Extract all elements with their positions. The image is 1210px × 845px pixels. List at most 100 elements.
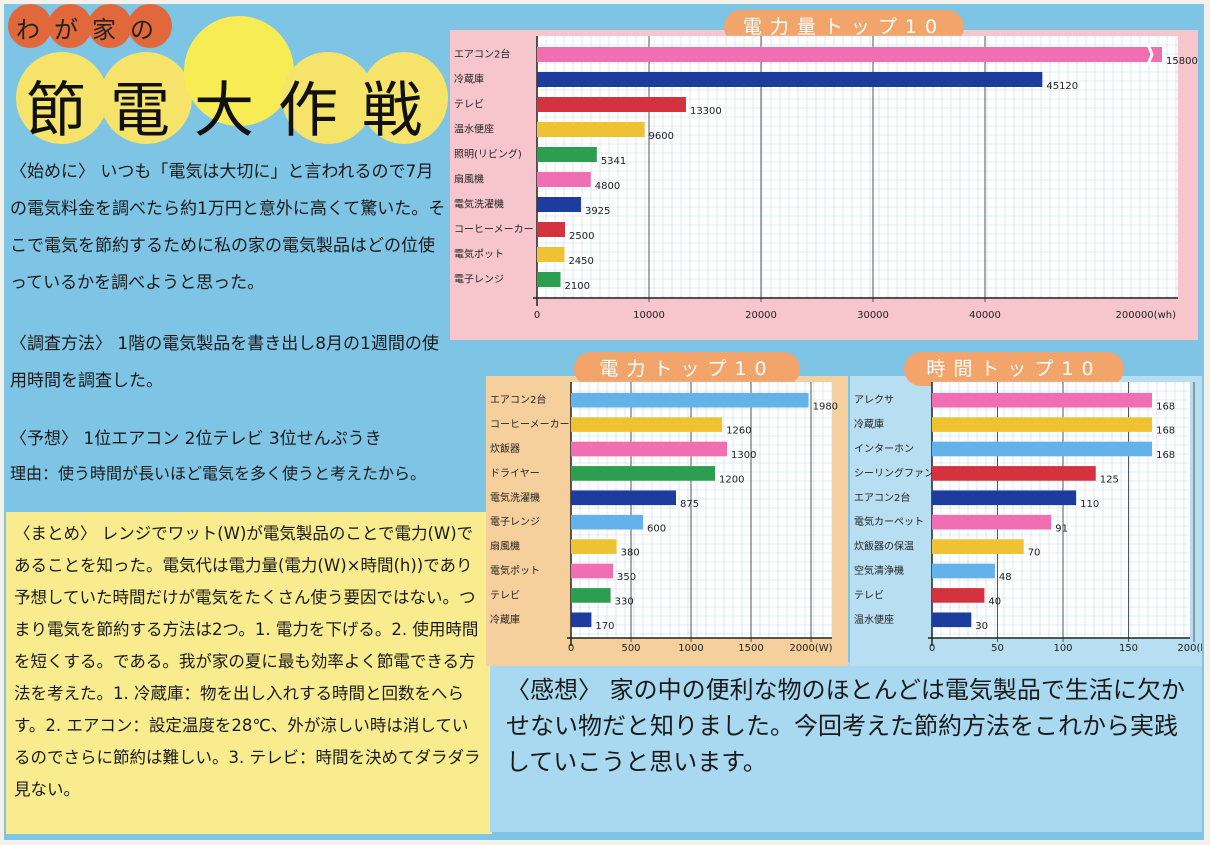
x-tick-label: 100 — [1053, 643, 1072, 654]
category-label: 冷蔵庫 — [454, 73, 484, 86]
bar — [932, 417, 1152, 432]
bar — [571, 466, 715, 481]
category-label: インターホン — [854, 443, 914, 455]
category-label: コーヒーメーカー — [454, 224, 534, 236]
impression: 〈感想〉 家の中の便利な物のほとんどは電気製品で生活に欠かせない物だと知りました… — [490, 662, 1202, 832]
x-tick-label: 150 — [1119, 643, 1138, 654]
bar — [537, 222, 565, 237]
value-label: 330 — [615, 597, 634, 608]
bar — [571, 564, 613, 579]
value-label: 1200 — [719, 475, 744, 486]
subtitle: わが家の — [16, 10, 168, 45]
category-label: 温水便座 — [454, 123, 494, 136]
bar — [537, 272, 561, 287]
value-label: 168 — [1156, 401, 1175, 412]
bar — [571, 612, 591, 627]
category-label: エアコン2台 — [490, 393, 546, 406]
chart: 050100150200(h)アレクサ168冷蔵庫168インターホン168シーリ… — [850, 376, 1202, 666]
bar — [932, 588, 984, 603]
category-label: テレビ — [854, 589, 884, 601]
category-label: 電気洗濯機 — [490, 491, 540, 504]
bar — [537, 197, 581, 212]
category-label: 冷蔵庫 — [490, 613, 520, 626]
category-label: 電気洗濯機 — [454, 198, 504, 211]
value-label: 45120 — [1046, 81, 1078, 92]
x-tick-label: 20000 — [745, 310, 777, 321]
value-label: 350 — [617, 572, 636, 583]
x-tick-label: 200(h) — [1177, 643, 1202, 654]
category-label: 電気カーペット — [854, 515, 924, 528]
value-label: 158000 — [1166, 56, 1198, 67]
x-tick-label: 50 — [991, 643, 1004, 654]
value-label: 9600 — [649, 131, 674, 142]
bar — [932, 539, 1024, 554]
value-label: 170 — [595, 621, 614, 632]
value-label: 168 — [1156, 426, 1175, 437]
value-label: 4800 — [595, 181, 620, 192]
value-label: 380 — [621, 548, 640, 559]
value-label: 875 — [680, 499, 699, 510]
value-label: 1980 — [813, 401, 838, 412]
category-label: 照明(リビング) — [454, 148, 522, 161]
category-label: エアコン2台 — [854, 491, 910, 504]
category-label: 炊飯器の保温 — [854, 540, 914, 553]
bar — [537, 72, 1042, 87]
category-label: 炊飯器 — [490, 442, 520, 455]
reason: 理由：使う時間が長いほど電気を多く使うと考えたから。 — [10, 460, 480, 484]
bar — [571, 417, 722, 432]
bar — [571, 393, 809, 408]
value-label: 2450 — [568, 256, 593, 267]
bar — [571, 539, 617, 554]
bar — [571, 588, 611, 603]
bar — [932, 564, 995, 579]
bar — [537, 97, 686, 112]
value-label: 2100 — [565, 281, 590, 292]
category-label: シーリングファン — [854, 466, 934, 479]
value-label: 13300 — [690, 106, 722, 117]
prediction: 〈予想〉 1位エアコン 2位テレビ 3位せんぷうき — [10, 424, 480, 449]
x-tick-label: 40000 — [969, 310, 1001, 321]
x-tick-label: 1000 — [678, 643, 703, 654]
intro: 〈始めに〉 いつも「電気は大切に」と言われるので7月の電気料金を調べたら約1万円… — [10, 154, 446, 302]
x-tick-label: 0 — [534, 310, 540, 321]
value-label: 48 — [999, 572, 1012, 583]
bar — [932, 442, 1152, 457]
axis-break-label: 200000(wh) — [1116, 310, 1177, 321]
category-label: 扇風機 — [490, 540, 520, 553]
value-label: 30 — [975, 621, 988, 632]
bar — [571, 490, 676, 505]
category-label: エアコン2台 — [454, 48, 510, 61]
method: 〈調査方法〉 1階の電気製品を書き出し8月の1週間の使用時間を調査した。 — [10, 326, 446, 400]
value-label: 91 — [1055, 523, 1068, 534]
bar — [537, 172, 591, 187]
summary: 〈まとめ〉 レンジでワット(W)が電気製品のことで電力(W)であることを知った。… — [6, 512, 492, 834]
category-label: コーヒーメーカー — [490, 419, 570, 431]
value-label: 1260 — [726, 426, 751, 437]
value-label: 600 — [647, 523, 666, 534]
category-label: テレビ — [454, 99, 484, 111]
category-label: 扇風機 — [454, 173, 484, 186]
value-label: 2500 — [569, 231, 594, 242]
category-label: 温水便座 — [854, 613, 894, 626]
x-tick-label: 10000 — [633, 310, 665, 321]
bar — [537, 147, 597, 162]
category-label: テレビ — [490, 589, 520, 601]
bar — [537, 47, 1162, 62]
value-label: 40 — [988, 597, 1001, 608]
chart: 0 10000 20000 30000 40000 200000(wh) エアコン2台 158… — [450, 30, 1198, 340]
category-label: ドライヤー — [490, 467, 540, 479]
bar — [571, 442, 727, 457]
bar — [932, 612, 971, 627]
x-tick-label: 500 — [621, 643, 640, 654]
bar — [571, 515, 643, 530]
title: 節電大作戦 — [26, 62, 446, 149]
value-label: 125 — [1100, 475, 1119, 486]
category-label: アレクサ — [854, 394, 894, 406]
bar — [537, 122, 645, 137]
bar — [932, 490, 1076, 505]
bar — [932, 466, 1096, 481]
category-label: 電子レンジ — [454, 274, 504, 286]
poster: わが家の 節電大作戦 〈始めに〉 いつも「電気は大切に」と言われるので7月の電気… — [4, 4, 1204, 840]
x-tick-label: 30000 — [857, 310, 889, 321]
